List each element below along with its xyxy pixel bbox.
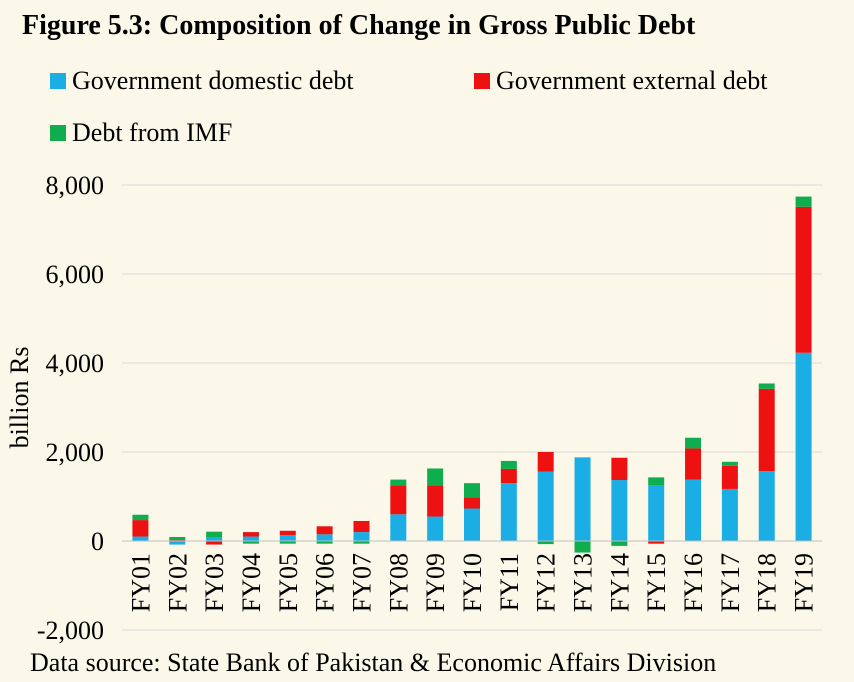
x-tick-label: FY09 [421,553,450,612]
bar-domestic [427,516,444,541]
bar-external [242,532,259,537]
x-tick-label: FY02 [163,553,192,612]
bar-external [353,520,370,533]
legend-swatch-domestic [50,73,66,89]
bar-imf [316,541,333,544]
y-tick-label: 8,000 [46,171,105,200]
bar-external [279,530,296,536]
bar-external [685,448,702,480]
x-tick-label: FY08 [384,553,413,612]
x-tick-label: FY18 [753,553,782,612]
legend-item-imf: Debt from IMF [50,118,232,148]
bar-imf [721,461,738,466]
bar-external [206,541,223,545]
bar-external [500,468,517,484]
bar-imf [427,468,444,486]
legend-label-external: Government external debt [496,66,768,95]
y-tick-label: -2,000 [37,616,104,645]
bar-imf [353,541,370,544]
x-tick-label: FY05 [274,553,303,612]
bar-external [537,452,554,472]
bar-external [464,497,480,509]
x-tick-label: FY06 [311,553,340,612]
bar-domestic [206,537,223,541]
x-tick-label: FY13 [569,553,598,612]
y-tick-label: 0 [91,527,104,556]
source-note: Data source: State Bank of Pakistan & Ec… [30,648,717,677]
x-tick-label: FY07 [347,553,376,612]
legend-item-external: Government external debt [474,66,767,96]
legend-item-domestic: Government domestic debt [50,66,354,96]
x-tick-label: FY12 [532,553,561,612]
bar-domestic [132,536,149,541]
bar-domestic [611,480,628,541]
x-tick-label: FY14 [605,553,634,612]
y-axis-label: billion Rs [5,347,34,449]
bar-imf [206,531,223,538]
bar-domestic [685,479,702,541]
bar-external [427,485,444,517]
x-tick-label: FY01 [126,553,155,612]
bar-imf [574,541,591,553]
x-tick-label: FY15 [642,553,671,612]
y-tick-label: 6,000 [46,260,105,289]
bar-external [390,485,407,515]
bar-domestic [390,514,407,541]
bar-domestic [316,534,333,541]
bar-domestic [758,471,775,541]
bar-imf [500,460,517,469]
bar-imf [390,479,407,486]
legend-label-imf: Debt from IMF [72,118,233,147]
bar-imf [537,541,554,545]
x-tick-label: FY10 [458,553,487,612]
bar-domestic [464,508,480,541]
bar-external [611,457,628,481]
bar-imf [758,383,775,389]
legend-swatch-imf [50,125,66,141]
bar-imf [132,514,149,521]
y-tick-label: 4,000 [46,349,105,378]
bar-external [758,388,775,472]
bar-domestic [242,536,259,541]
bar-external [795,206,812,353]
x-tick-label: FY16 [679,553,708,612]
bar-external [648,541,665,544]
bar-imf [464,483,480,498]
x-tick-label: FY11 [495,553,524,611]
x-tick-label: FY19 [790,553,819,612]
bar-imf [795,196,812,207]
bar-domestic [795,352,812,541]
bar-domestic [500,483,517,541]
bar-domestic [648,485,665,541]
x-tick-label: FY04 [237,553,266,612]
bar-imf [685,437,702,449]
bar-imf [279,541,296,544]
bar-domestic [537,471,554,541]
x-tick-label: FY03 [200,553,229,612]
legend-label-domestic: Government domestic debt [72,66,354,95]
x-tick-label: FY17 [716,553,745,612]
bar-domestic [169,541,186,545]
bar-external [721,465,738,489]
bar-domestic [721,488,738,541]
bar-domestic [279,535,296,541]
bar-imf [169,536,186,541]
y-tick-label: 2,000 [46,438,105,467]
chart-title: Figure 5.3: Composition of Change in Gro… [22,10,696,41]
legend-swatch-external [474,73,490,89]
bar-domestic [353,532,370,541]
bar-external [132,520,149,537]
bar-imf [611,541,628,546]
bar-imf [242,541,259,544]
bar-imf [648,477,665,486]
bar-domestic [574,457,591,541]
bar-external [316,526,333,535]
